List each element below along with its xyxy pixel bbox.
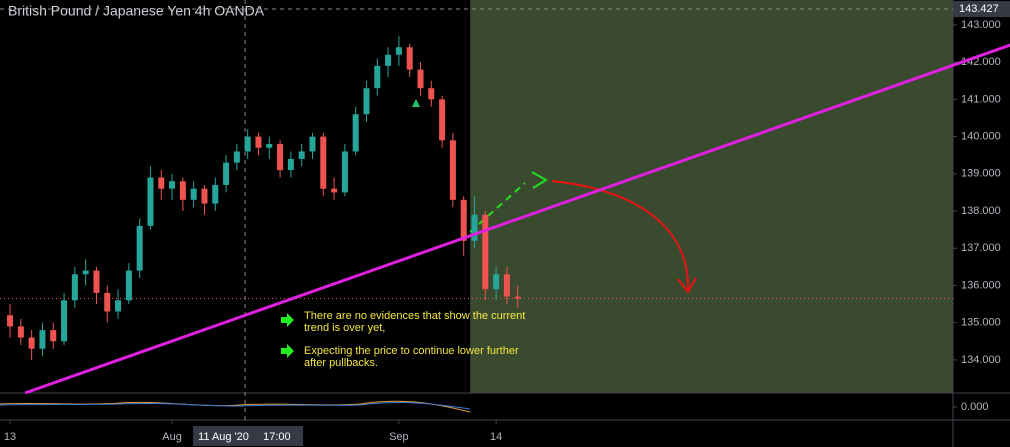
note-icon	[281, 313, 294, 327]
candle-body	[93, 270, 100, 293]
candle-body	[439, 99, 446, 141]
y-tick-label: 134.000	[961, 354, 1001, 366]
y-tick-label: 135.000	[961, 317, 1001, 329]
note-text: after pullbacks.	[304, 357, 378, 369]
y-tick-label: 143.000	[961, 19, 1001, 31]
candle-body	[223, 162, 230, 185]
candle-body	[7, 315, 14, 327]
signal-marker	[412, 99, 420, 107]
crosshair-time: 17:00	[263, 431, 291, 443]
crosshair-price-box	[953, 1, 1010, 18]
projection-arrow	[551, 180, 690, 291]
arrow-head	[531, 171, 548, 189]
candle-body	[341, 151, 348, 193]
candle-body	[255, 136, 262, 148]
candle-body	[115, 300, 122, 312]
candle-body	[50, 330, 57, 342]
candle-body	[503, 274, 510, 297]
trendline	[24, 43, 1010, 395]
candle-body	[201, 188, 208, 204]
x-tick-label: 14	[490, 431, 502, 443]
candle-body	[449, 140, 456, 200]
y-tick-label: 137.000	[961, 242, 1001, 254]
candle-body	[244, 136, 251, 152]
candle-body	[277, 144, 284, 171]
candle-body	[136, 225, 143, 271]
candle-body	[417, 69, 424, 89]
candle-body	[190, 188, 197, 200]
candle-body	[493, 274, 500, 290]
note-icon	[281, 344, 294, 358]
candle-body	[28, 337, 35, 349]
note-text: There are no evidences that show the cur…	[304, 310, 525, 322]
candle-body	[104, 292, 111, 312]
crosshair-date: 11 Aug '20	[198, 431, 249, 443]
candle-body	[287, 158, 294, 171]
candle-body	[374, 65, 381, 89]
candle-body	[158, 177, 165, 189]
y-tick-label: 138.000	[961, 205, 1001, 217]
projection-area	[470, 0, 953, 393]
candle-body	[71, 274, 78, 301]
y-tick-label: 139.000	[961, 168, 1001, 180]
x-tick-label: Aug	[162, 431, 182, 443]
x-tick-label: Sep	[389, 431, 409, 443]
candle-body	[61, 300, 68, 342]
candle-body	[514, 296, 521, 299]
candle-body	[385, 54, 392, 66]
candle-body	[169, 181, 176, 189]
projection-zone	[470, 0, 953, 393]
candle-body	[39, 330, 46, 349]
y-tick-label: 142.000	[961, 56, 1001, 68]
indicator-tick-label: 0.000	[961, 401, 989, 413]
y-tick-label: 136.000	[961, 279, 1001, 291]
candle-body	[320, 136, 327, 189]
candle-body	[233, 151, 240, 163]
candle-body	[266, 144, 273, 148]
note-text: Expecting the price to continue lower fu…	[304, 345, 519, 357]
candle-body	[17, 326, 24, 338]
candle-body	[352, 114, 359, 152]
arrow-head	[677, 277, 697, 294]
projection-arrow	[469, 182, 526, 233]
candle-body	[147, 177, 154, 226]
note-icons	[281, 313, 294, 358]
candle-body	[363, 88, 370, 115]
candle-body	[125, 270, 132, 301]
candle-body	[406, 47, 413, 70]
candle-body	[309, 136, 316, 152]
crosshair-price-label: 143.427	[959, 3, 999, 15]
chart-title: British Pound / Japanese Yen 4h OANDA	[8, 3, 265, 19]
candle-body	[395, 47, 402, 55]
crosshair-time-box	[193, 426, 304, 446]
candle-body	[298, 151, 305, 159]
candle-body	[212, 184, 219, 204]
candle-body	[82, 270, 89, 275]
candle-body	[331, 188, 338, 193]
y-tick-label: 141.000	[961, 93, 1001, 105]
candle-body	[460, 199, 467, 241]
candle-body	[428, 88, 435, 100]
candle-body	[482, 214, 489, 290]
x-tick-label: 13	[4, 431, 16, 443]
note-text: trend is over yet,	[304, 322, 385, 334]
candle-body	[179, 181, 186, 200]
candle-body	[471, 214, 478, 241]
indicator-signal	[0, 401, 471, 410]
y-tick-label: 140.000	[961, 130, 1001, 142]
